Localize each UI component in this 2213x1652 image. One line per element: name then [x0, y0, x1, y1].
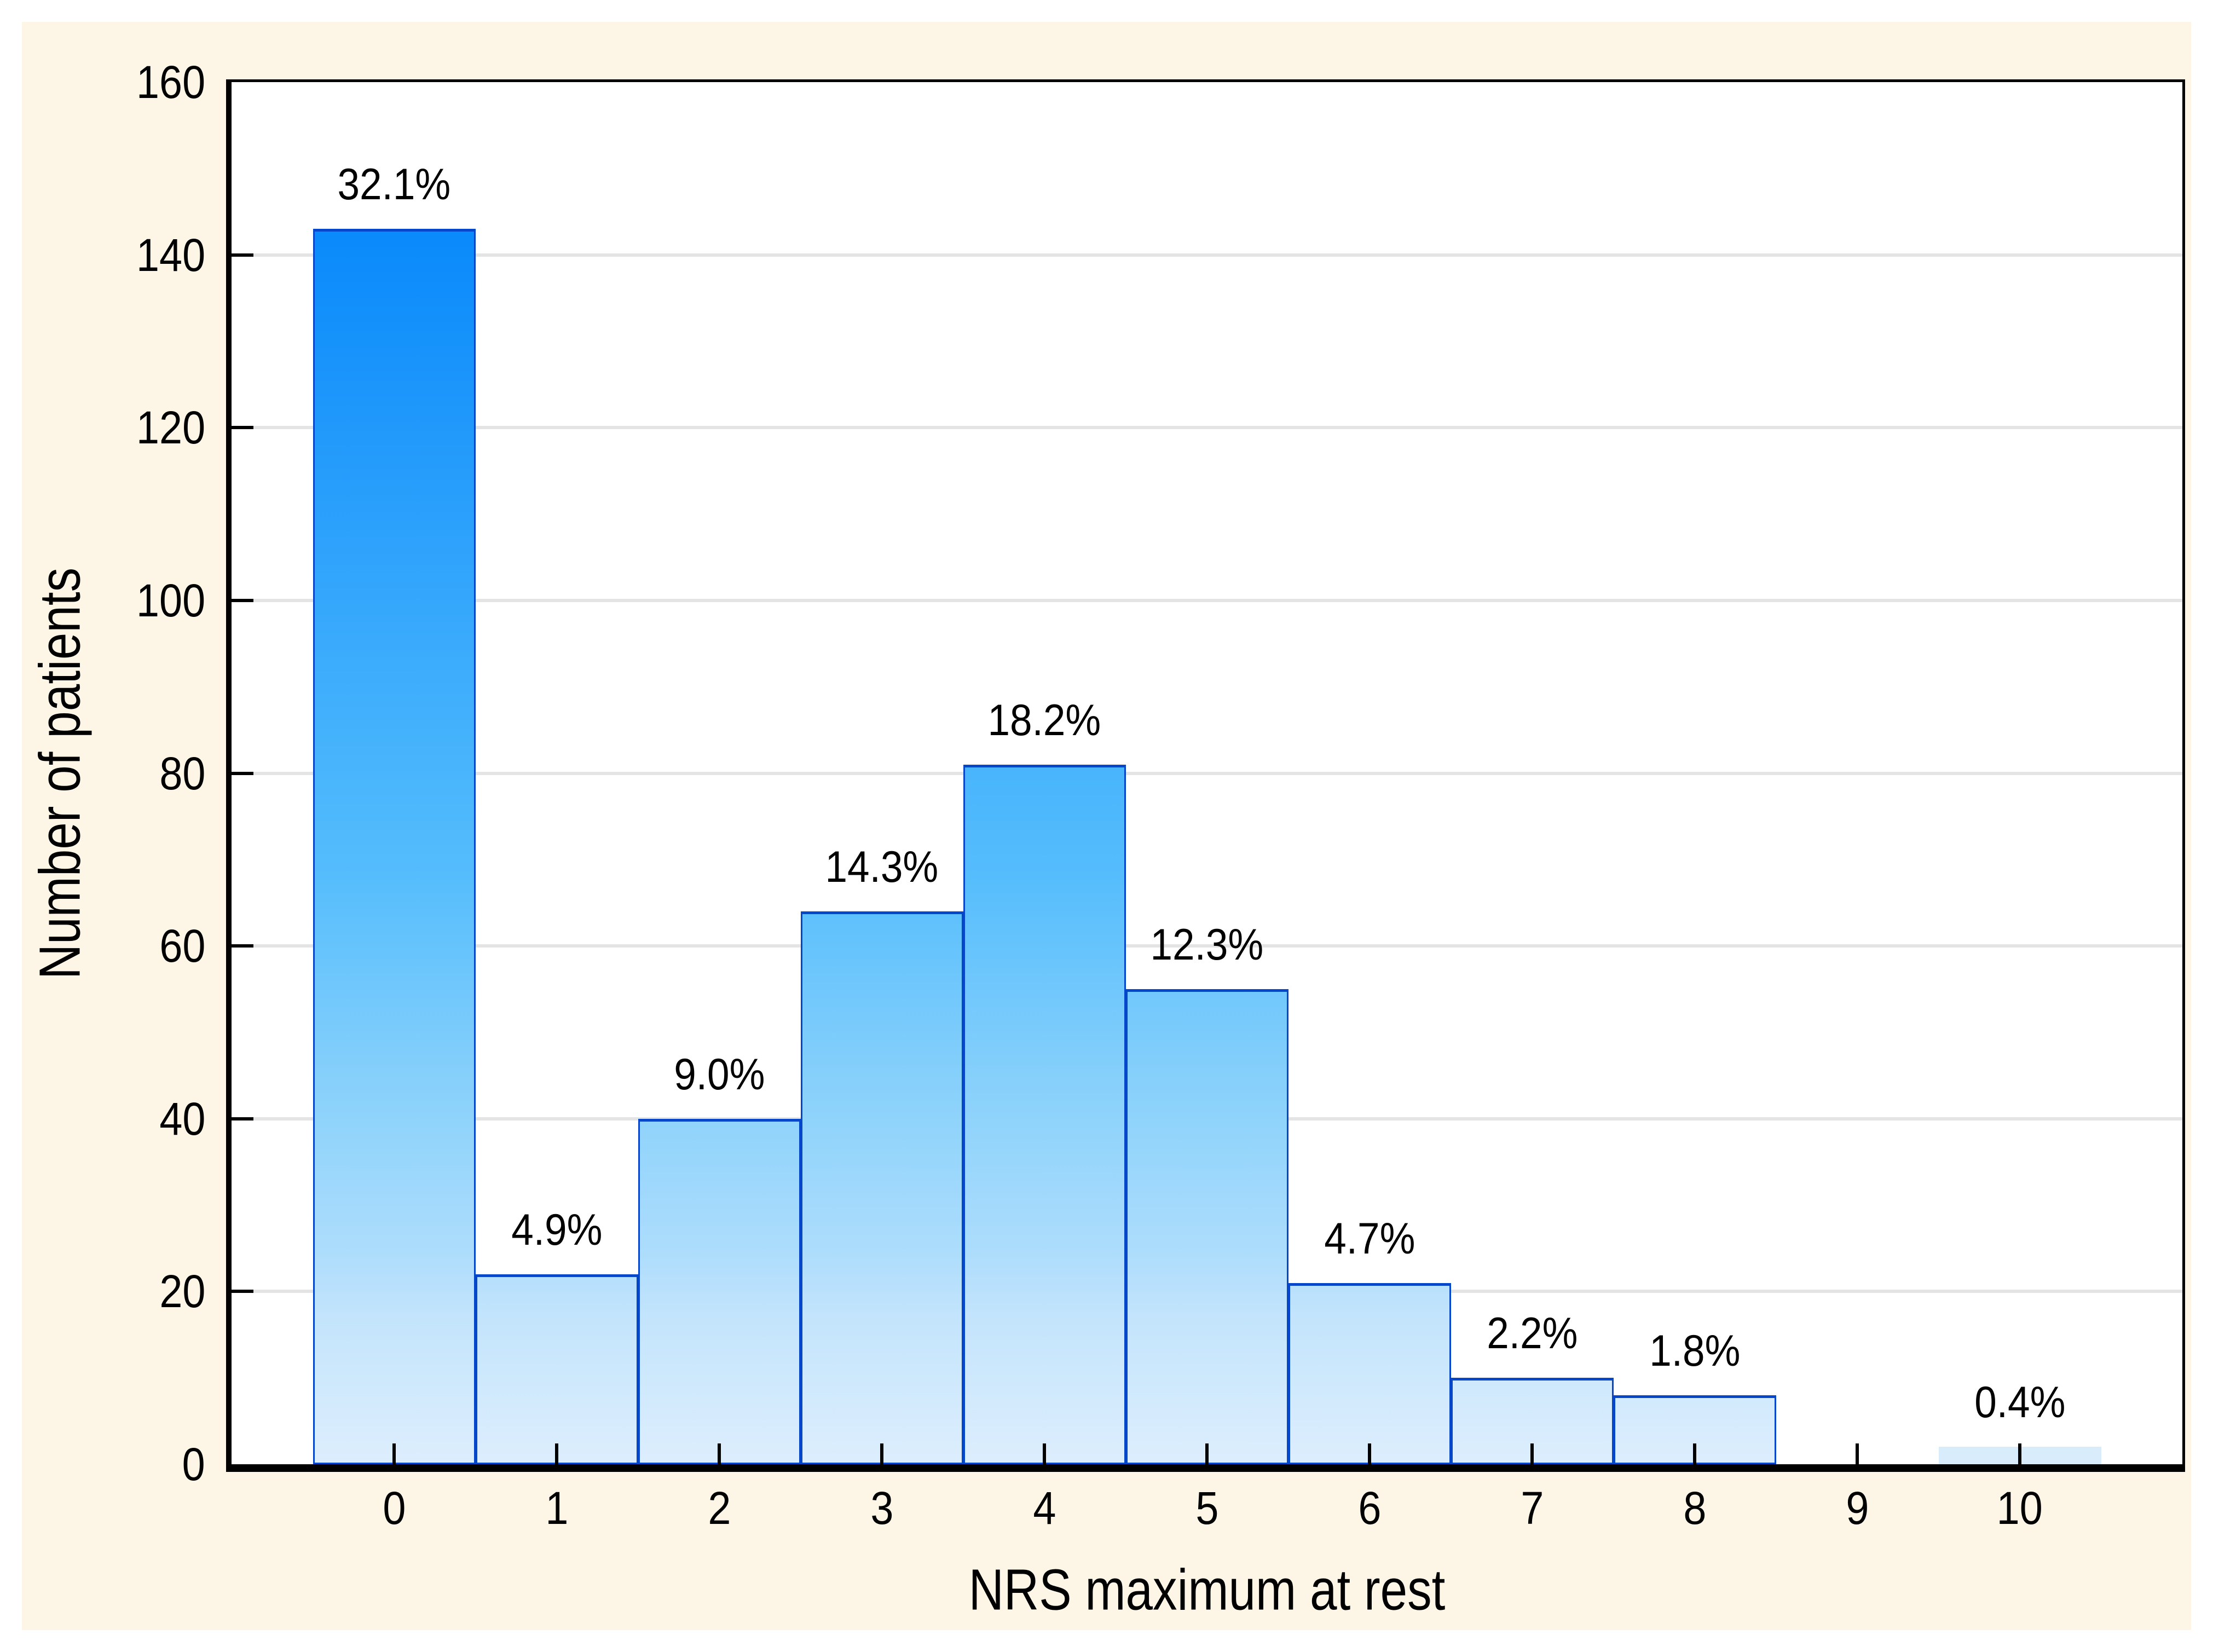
x-axis-tick	[1368, 1443, 1371, 1464]
y-axis-tick	[232, 771, 253, 775]
plot-border-right	[2182, 79, 2185, 1472]
bar-value-label-text: 0.4%	[1974, 1378, 2066, 1428]
x-tick-label-text: 2	[707, 1482, 731, 1534]
y-tick-label-text: 0	[182, 1439, 205, 1490]
y-tick-label-text: 80	[159, 747, 205, 799]
y-axis-line	[226, 79, 232, 1472]
plot-border-top	[226, 79, 2185, 82]
bar-value-label-text: 14.3%	[825, 842, 939, 892]
bar-value-label: 18.2%	[908, 690, 1181, 750]
gridline	[232, 598, 2182, 602]
x-axis-tick	[880, 1443, 883, 1464]
x-tick-label-text: 4	[1032, 1482, 1056, 1534]
y-tick-label-text: 140	[136, 229, 205, 281]
x-tick-label: 2	[637, 1475, 801, 1541]
bar-value-label-text: 32.1%	[337, 160, 451, 210]
x-tick-label: 9	[1775, 1475, 1939, 1541]
bar-value-label: 0.4%	[1883, 1372, 2157, 1432]
y-tick-label: 40	[154, 1086, 205, 1152]
y-tick-label-text: 160	[136, 56, 205, 108]
bar	[1125, 989, 1288, 1464]
x-axis-tick	[1205, 1443, 1209, 1464]
y-tick-label: 80	[154, 741, 205, 806]
y-axis-tick	[232, 1117, 253, 1120]
y-tick-label: 20	[154, 1258, 205, 1324]
x-tick-label-text: 8	[1683, 1482, 1707, 1534]
bar-value-label-text: 4.9%	[511, 1205, 603, 1255]
x-tick-label-text: 7	[1520, 1482, 1544, 1534]
y-tick-label: 120	[129, 395, 205, 460]
bar	[638, 1118, 801, 1464]
x-tick-label: 10	[1938, 1475, 2102, 1541]
x-axis-tick	[1043, 1443, 1046, 1464]
x-axis-tick	[2018, 1443, 2021, 1464]
bar	[963, 764, 1126, 1464]
x-axis-tick	[718, 1443, 721, 1464]
x-tick-label: 5	[1125, 1475, 1289, 1541]
y-tick-label-text: 120	[136, 402, 205, 454]
bar-value-label: 1.8%	[1558, 1321, 1831, 1381]
y-tick-label: 140	[129, 222, 205, 288]
bar-value-label-text: 4.7%	[1324, 1214, 1415, 1263]
bar-value-label: 32.1%	[257, 154, 531, 215]
x-tick-label-text: 5	[1195, 1482, 1219, 1534]
y-axis-tick	[232, 1290, 253, 1293]
x-axis-tick	[555, 1443, 558, 1464]
bar-value-label: 9.0%	[582, 1044, 856, 1105]
gridline	[232, 771, 2182, 775]
x-tick-label: 7	[1450, 1475, 1614, 1541]
y-axis-title-text: Number of patients	[27, 567, 93, 979]
y-tick-label: 160	[129, 49, 205, 115]
x-tick-label: 3	[800, 1475, 964, 1541]
bar-value-label: 14.3%	[745, 837, 1019, 897]
x-axis-tick	[392, 1443, 396, 1464]
gridline	[232, 944, 2182, 948]
y-axis-tick	[232, 944, 253, 948]
bar-value-label: 4.9%	[420, 1200, 694, 1260]
gridline	[232, 253, 2182, 257]
x-tick-label-text: 10	[1996, 1482, 2043, 1534]
x-tick-label: 4	[962, 1475, 1126, 1541]
x-tick-label: 0	[312, 1475, 476, 1541]
x-tick-label: 8	[1613, 1475, 1777, 1541]
x-axis-tick	[1856, 1443, 1859, 1464]
x-tick-label-text: 1	[545, 1482, 569, 1534]
x-axis-line	[226, 1464, 2185, 1472]
y-axis-tick	[232, 598, 253, 602]
gridline	[232, 426, 2182, 430]
x-tick-label-text: 9	[1845, 1482, 1869, 1534]
bar-value-label: 4.7%	[1233, 1209, 1506, 1269]
bar	[800, 911, 963, 1464]
x-axis-tick	[1530, 1443, 1534, 1464]
x-tick-label-text: 6	[1357, 1482, 1382, 1534]
bar-value-label: 2.2%	[1395, 1303, 1669, 1364]
y-axis-tick	[232, 253, 253, 257]
bar-value-label-text: 12.3%	[1150, 920, 1264, 970]
y-tick-label-text: 20	[159, 1266, 205, 1318]
x-tick-label: 6	[1287, 1475, 1452, 1541]
y-tick-label: 60	[154, 913, 205, 979]
x-axis-tick	[1693, 1443, 1696, 1464]
x-axis-title-text: NRS maximum at rest	[968, 1557, 1446, 1622]
bar	[313, 229, 476, 1464]
bar-value-label: 12.3%	[1070, 915, 1344, 975]
x-tick-label: 1	[475, 1475, 639, 1541]
y-tick-label-text: 100	[136, 574, 205, 626]
bar	[475, 1274, 638, 1464]
x-axis-title: NRS maximum at rest	[923, 1557, 1491, 1624]
bar	[1288, 1283, 1451, 1464]
y-axis-tick	[232, 426, 253, 430]
y-axis-title: Number of patients	[27, 528, 94, 1019]
y-tick-label-text: 60	[159, 920, 205, 972]
bar-value-label-text: 18.2%	[987, 695, 1101, 745]
bar-value-label-text: 1.8%	[1649, 1326, 1741, 1376]
y-tick-label: 100	[129, 568, 205, 633]
bar-value-label-text: 2.2%	[1486, 1309, 1578, 1359]
x-tick-label-text: 0	[382, 1482, 406, 1534]
bar-value-label-text: 9.0%	[673, 1049, 765, 1099]
y-tick-label: 0	[180, 1431, 205, 1497]
x-tick-label-text: 3	[870, 1482, 894, 1534]
y-tick-label-text: 40	[159, 1093, 205, 1145]
